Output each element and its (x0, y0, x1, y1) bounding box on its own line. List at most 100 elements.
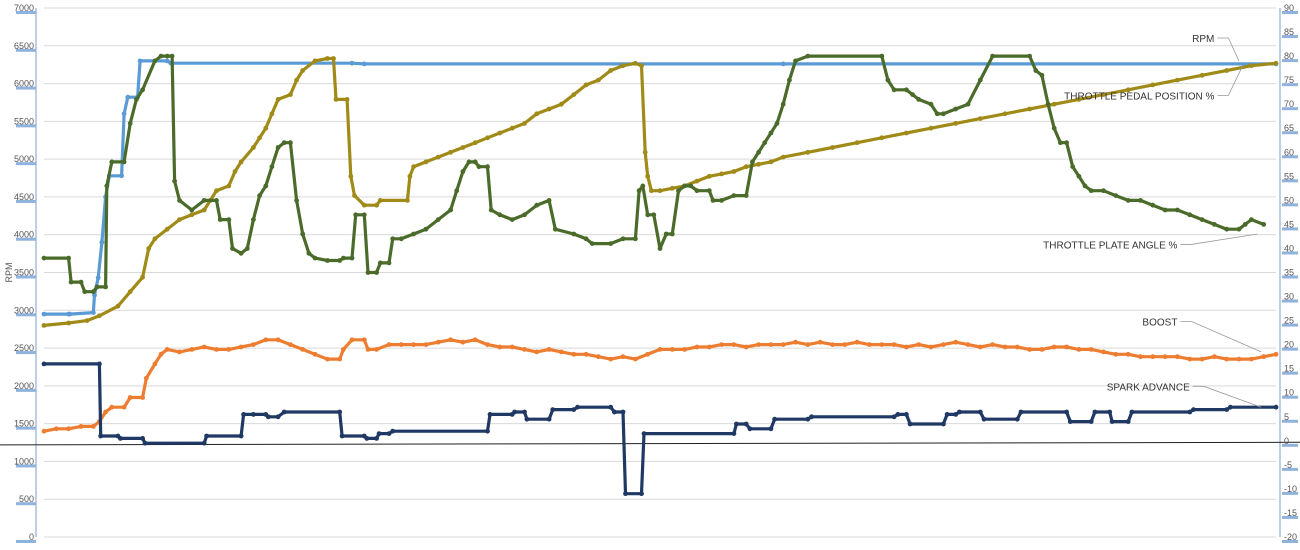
data-point (1191, 407, 1196, 412)
data-point (460, 145, 466, 150)
data-point (941, 111, 946, 117)
data-point (1113, 193, 1119, 199)
data-point (142, 440, 148, 446)
data-point (97, 313, 102, 319)
data-point (571, 351, 577, 357)
data-point (241, 412, 247, 417)
data-point (1249, 356, 1254, 362)
data-point (103, 409, 108, 415)
data-point (281, 140, 287, 146)
right-tick-label: 70 (1284, 99, 1294, 109)
right-tick-mark (1282, 155, 1298, 159)
data-point (204, 433, 210, 439)
data-point (608, 241, 614, 247)
data-point (104, 183, 110, 189)
data-point (1249, 63, 1254, 69)
right-tick-label: 0 (1284, 436, 1289, 446)
data-point (793, 339, 798, 345)
data-point (552, 226, 558, 232)
data-point (688, 183, 694, 189)
data-point (891, 87, 897, 93)
data-point (201, 344, 207, 350)
left-tick-mark (16, 11, 36, 14)
right-tick-label: 60 (1284, 147, 1294, 157)
data-point (41, 311, 47, 317)
data-point (189, 207, 195, 213)
data-point (669, 347, 675, 352)
data-point (376, 431, 382, 436)
data-point (608, 404, 614, 410)
data-point (300, 347, 306, 352)
data-point (125, 94, 131, 100)
data-point (226, 183, 232, 189)
data-point (941, 342, 946, 347)
data-point (78, 279, 84, 285)
data-point (158, 351, 164, 357)
data-point (390, 428, 396, 434)
data-point (312, 351, 318, 357)
data-point (189, 212, 195, 218)
data-point (1162, 354, 1168, 360)
data-point (1067, 419, 1073, 424)
data-point (768, 159, 774, 165)
right-tick-label: 35 (1284, 268, 1294, 278)
data-point (1045, 101, 1051, 107)
leader-line (1180, 320, 1262, 353)
data-point (435, 217, 441, 223)
data-point (152, 236, 158, 242)
right-tick-label: 55 (1284, 171, 1294, 181)
data-point (269, 111, 275, 117)
data-point (109, 404, 115, 410)
data-point (756, 149, 761, 155)
left-tick-label: 3000 (14, 305, 34, 315)
data-point (374, 436, 379, 441)
data-point (1076, 97, 1082, 102)
data-point (612, 409, 617, 415)
data-point (1236, 356, 1242, 362)
data-point (325, 56, 330, 61)
series-throttle-plate-angle (41, 53, 1267, 295)
series-line (44, 59, 1276, 316)
data-point (152, 361, 158, 367)
data-point (990, 53, 995, 59)
data-point (251, 412, 256, 417)
data-point (522, 212, 527, 218)
right-tick-mark (1282, 179, 1298, 183)
right-tick-label: 65 (1284, 123, 1294, 133)
data-point (134, 97, 139, 102)
right-tick-mark (1282, 323, 1298, 327)
data-point (66, 320, 71, 326)
data-point (226, 217, 232, 223)
data-point (374, 270, 379, 275)
data-point (965, 101, 971, 107)
data-point (904, 130, 909, 136)
data-point (762, 140, 768, 146)
data-point (669, 231, 675, 237)
data-point (164, 347, 170, 352)
data-point (780, 61, 786, 67)
data-point (263, 125, 269, 131)
data-point (1109, 419, 1115, 424)
data-point (805, 416, 811, 422)
data-point (103, 284, 108, 290)
data-point (337, 356, 343, 362)
label-rpm: RPM (1192, 34, 1214, 45)
data-point (365, 347, 371, 352)
data-point (774, 121, 780, 126)
left-axis-label: RPM (4, 263, 14, 283)
data-point (756, 342, 761, 347)
data-point (1002, 344, 1008, 350)
plot-frame (0, 8, 1300, 537)
data-point (275, 145, 281, 150)
data-point (485, 135, 490, 141)
data-point (140, 274, 146, 280)
right-tick-label: 85 (1284, 27, 1294, 37)
data-point (842, 342, 848, 347)
data-point (583, 82, 589, 88)
data-point (288, 342, 293, 347)
left-tick-mark (16, 540, 36, 543)
data-point (575, 404, 580, 410)
data-point (349, 255, 355, 261)
right-tick-mark (1282, 491, 1298, 495)
data-point (214, 198, 219, 203)
